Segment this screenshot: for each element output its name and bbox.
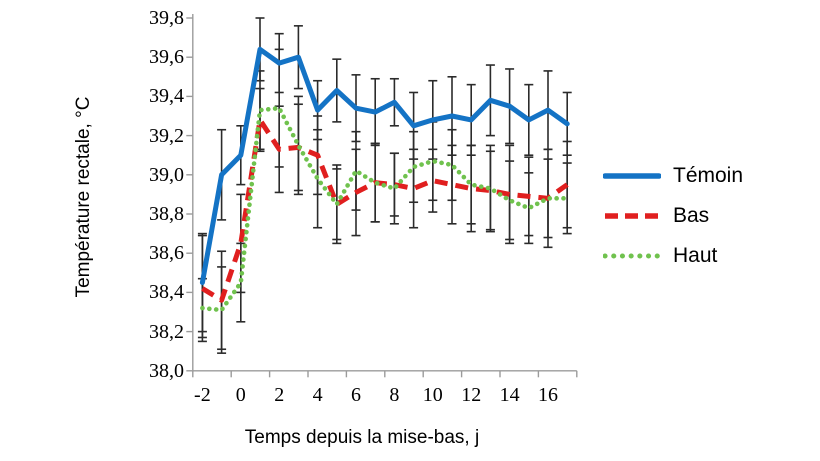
x-tick-label: 14 [499, 384, 520, 406]
x-tick-label: 12 [461, 384, 482, 406]
x-tick-label: 16 [538, 384, 558, 406]
legend-item-bas: Bas [603, 204, 743, 228]
series-line-haut [200, 105, 570, 313]
dashed-line-swatch-icon [605, 213, 659, 219]
y-tick-label: 39,6 [149, 46, 184, 69]
y-tick-label: 38,6 [149, 242, 184, 265]
series-line-tmoin [199, 46, 570, 286]
y-tick-label: 38,2 [149, 320, 184, 343]
legend-item-haut: Haut [603, 244, 743, 268]
x-tick-label: 10 [422, 384, 443, 406]
y-tick-label: 39,4 [149, 85, 184, 108]
series-line-bas [201, 117, 569, 303]
y-axis-title: Température rectale, °C [73, 96, 94, 298]
x-tick-label: 4 [312, 384, 323, 406]
legend-label: Bas [673, 204, 710, 227]
x-tick-label: -2 [194, 384, 211, 406]
legend: Témoin Bas Haut [603, 164, 743, 268]
y-tick-label: 38,4 [149, 281, 184, 304]
y-tick-label: 39,0 [149, 163, 184, 186]
solid-line-swatch-icon [603, 173, 661, 179]
legend-label: Haut [673, 244, 718, 267]
legend-label: Témoin [673, 164, 744, 187]
x-axis-title: Temps depuis la mise-bas, j [244, 427, 480, 448]
x-tick-label: 6 [351, 384, 361, 406]
y-tick-label: 39,2 [149, 124, 184, 147]
x-tick-label: 8 [389, 384, 400, 406]
y-tick-label: 38,0 [149, 359, 184, 382]
x-tick-label: 2 [274, 384, 285, 406]
x-tick-label: 0 [235, 384, 246, 406]
y-tick-label: 38,8 [149, 203, 184, 225]
dotted-line-swatch-icon [603, 253, 661, 259]
y-tick-label: 39,8 [149, 7, 184, 29]
legend-item-temoin: Témoin [603, 164, 743, 188]
